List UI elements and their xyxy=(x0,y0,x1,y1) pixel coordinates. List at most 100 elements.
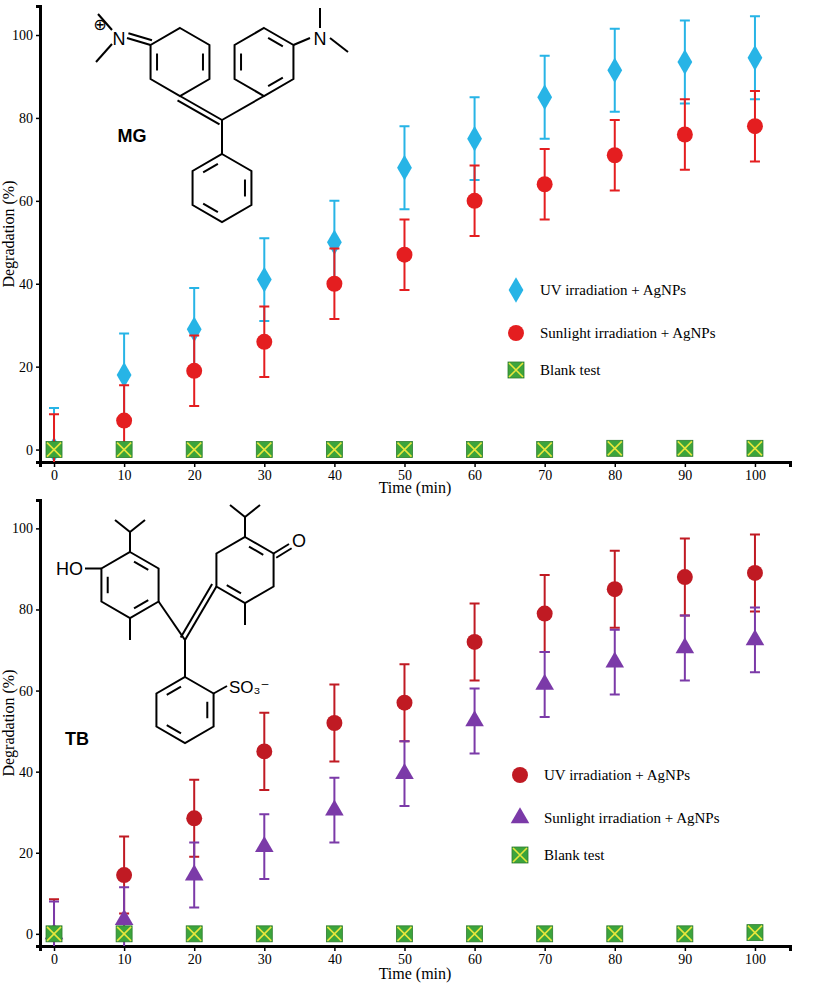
legend-marker xyxy=(508,325,524,341)
x-tick-label: 20 xyxy=(188,468,202,483)
y-tick-label: 20 xyxy=(19,846,33,861)
marker-cross xyxy=(327,443,341,457)
marker-cross xyxy=(538,927,552,941)
y-tick-mark xyxy=(36,118,40,120)
bond xyxy=(129,618,131,640)
point xyxy=(116,413,132,429)
bond xyxy=(185,587,216,641)
legend-label: Sunlight irradiation + AgNPs xyxy=(544,810,720,826)
x-axis-title: Time (min) xyxy=(379,479,452,497)
x-axis-title: Time (min) xyxy=(379,965,452,983)
bond xyxy=(319,8,321,28)
x-tick: 90 xyxy=(678,946,692,967)
series xyxy=(46,925,763,942)
x-axis-line xyxy=(41,947,791,952)
x-tick-mark xyxy=(474,946,476,951)
bond xyxy=(276,548,291,558)
point xyxy=(185,864,204,880)
point xyxy=(747,440,763,456)
double-bond xyxy=(227,585,241,593)
x-tick: 20 xyxy=(188,462,202,483)
annotation: SO₃⁻ xyxy=(229,678,269,697)
x-tick-mark xyxy=(54,462,56,467)
double-bond xyxy=(107,577,109,593)
legend-marker xyxy=(512,847,528,863)
double-bond xyxy=(202,54,204,71)
y-tick-label: 20 xyxy=(19,360,33,375)
marker-box xyxy=(607,926,623,942)
double-bond xyxy=(167,687,181,695)
plot-area xyxy=(46,16,763,462)
double-bond xyxy=(240,54,242,71)
x-tick: 10 xyxy=(118,946,132,967)
x-tick: 60 xyxy=(468,946,482,967)
legend-marker xyxy=(509,277,524,303)
x-tick-label: 70 xyxy=(538,468,552,483)
y-tick-mark xyxy=(36,528,40,530)
x-tick: 100 xyxy=(745,462,766,483)
bond xyxy=(330,38,348,52)
point xyxy=(677,49,692,75)
y-tick-label: 40 xyxy=(19,765,33,780)
x-tick: 0 xyxy=(51,462,58,483)
y-tick-mark xyxy=(36,201,40,203)
y-tick-mark xyxy=(36,366,40,368)
y-tick: 100 xyxy=(12,28,40,43)
point xyxy=(46,442,62,458)
marker-box xyxy=(467,926,483,942)
x-tick: 100 xyxy=(745,946,766,967)
point xyxy=(117,362,132,388)
x-tick-label: 10 xyxy=(118,952,132,967)
marker-cross xyxy=(468,927,482,941)
annotation: N xyxy=(113,29,126,49)
bond xyxy=(115,520,130,532)
x-tick-mark xyxy=(755,462,757,467)
double-bond xyxy=(203,204,218,212)
y-tick-label: 60 xyxy=(19,684,33,699)
y-tick-label: 100 xyxy=(12,28,33,43)
series xyxy=(46,440,763,457)
point xyxy=(396,442,412,458)
legend-marker xyxy=(512,767,528,783)
marker-box xyxy=(467,442,483,458)
double-bond xyxy=(134,600,148,608)
y-tick: 40 xyxy=(19,765,40,780)
x-tick-mark xyxy=(404,462,406,467)
annotation: TB xyxy=(65,729,89,749)
x-tick-mark xyxy=(685,946,687,951)
structure: MG⊕NN xyxy=(93,8,348,222)
bond xyxy=(214,686,227,694)
marker-cross xyxy=(748,926,762,940)
x-tick: 30 xyxy=(258,462,272,483)
point xyxy=(116,926,132,942)
marker-cross xyxy=(327,927,341,941)
x-tick-mark xyxy=(404,946,406,951)
x-tick-label: 80 xyxy=(608,952,622,967)
point xyxy=(537,606,553,622)
x-tick-label: 10 xyxy=(118,468,132,483)
marker-cross xyxy=(187,927,201,941)
point xyxy=(607,147,623,163)
x-tick-label: 90 xyxy=(678,952,692,967)
y-tick: 40 xyxy=(19,277,40,292)
y-axis-line xyxy=(36,7,41,463)
x-tick: 80 xyxy=(608,946,622,967)
bond xyxy=(128,33,152,40)
x-tick: 70 xyxy=(538,462,552,483)
bond xyxy=(245,505,260,517)
marker-cross xyxy=(678,927,692,941)
point xyxy=(747,925,763,941)
y-axis-title: Degradation (%) xyxy=(0,180,18,287)
x-tick: 40 xyxy=(328,462,342,483)
x-tick-mark xyxy=(264,462,266,467)
marker-cross xyxy=(513,848,527,862)
point xyxy=(326,715,342,731)
bond xyxy=(159,602,185,641)
x-tick-mark xyxy=(544,946,546,951)
annotation: N xyxy=(314,29,327,49)
double-bond xyxy=(156,54,158,71)
x-tick: 70 xyxy=(538,946,552,967)
marker-cross xyxy=(397,443,411,457)
y-tick-label: 0 xyxy=(26,443,33,458)
x-tick-mark xyxy=(755,946,757,951)
